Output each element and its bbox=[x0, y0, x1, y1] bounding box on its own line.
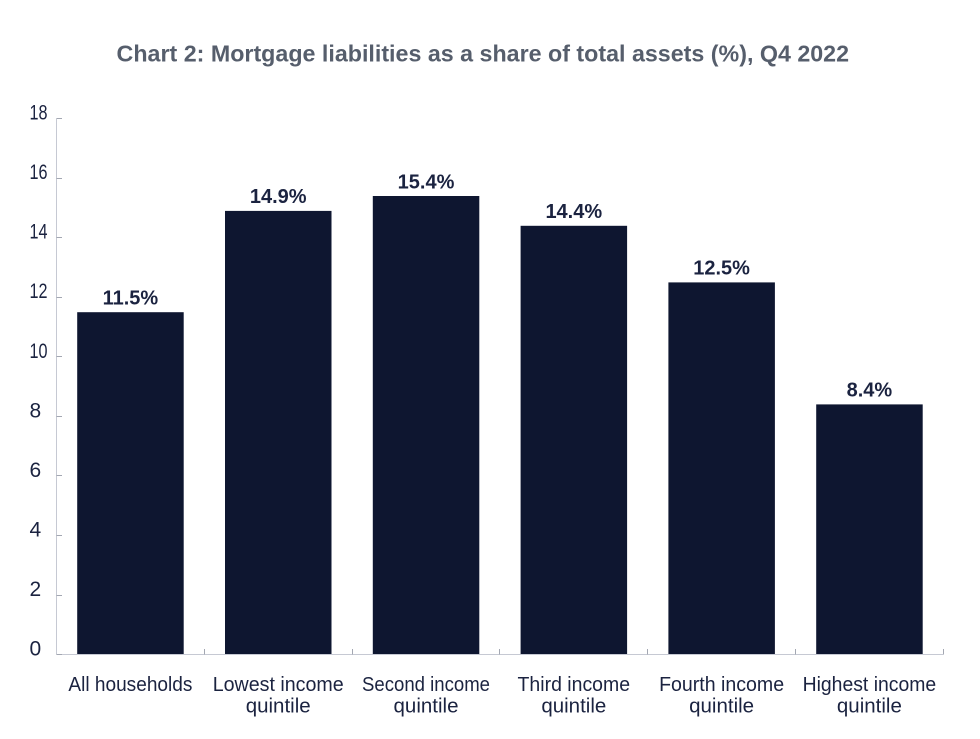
svg-text:16: 16 bbox=[30, 161, 48, 184]
svg-text:10: 10 bbox=[30, 340, 48, 363]
svg-text:Chart 2: Mortgage liabilities: Chart 2: Mortgage liabilities as a share… bbox=[117, 41, 850, 67]
svg-text:quintile: quintile bbox=[246, 695, 311, 718]
svg-text:12: 12 bbox=[30, 280, 48, 303]
svg-text:0: 0 bbox=[30, 638, 42, 661]
svg-text:All households: All households bbox=[68, 673, 192, 696]
svg-text:2: 2 bbox=[30, 578, 42, 601]
svg-text:quintile: quintile bbox=[837, 695, 902, 718]
svg-text:quintile: quintile bbox=[689, 695, 754, 718]
svg-text:Fourth income: Fourth income bbox=[659, 673, 784, 696]
svg-text:11.5%: 11.5% bbox=[103, 288, 159, 310]
svg-text:14.9%: 14.9% bbox=[250, 186, 307, 208]
svg-text:4: 4 bbox=[30, 518, 42, 541]
svg-text:Third income: Third income bbox=[518, 673, 631, 696]
svg-text:Highest income: Highest income bbox=[803, 673, 937, 696]
svg-text:18: 18 bbox=[30, 102, 48, 125]
svg-text:Lowest income: Lowest income bbox=[213, 673, 344, 696]
svg-text:6: 6 bbox=[30, 459, 42, 482]
svg-text:8: 8 bbox=[30, 399, 42, 422]
svg-text:14: 14 bbox=[30, 221, 48, 244]
svg-text:14.4%: 14.4% bbox=[545, 201, 602, 223]
svg-text:8.4%: 8.4% bbox=[847, 380, 893, 402]
svg-text:12.5%: 12.5% bbox=[693, 258, 750, 280]
svg-text:15.4%: 15.4% bbox=[398, 171, 455, 193]
svg-text:Second income: Second income bbox=[362, 673, 490, 696]
svg-text:quintile: quintile bbox=[541, 695, 606, 718]
svg-text:quintile: quintile bbox=[394, 695, 459, 718]
